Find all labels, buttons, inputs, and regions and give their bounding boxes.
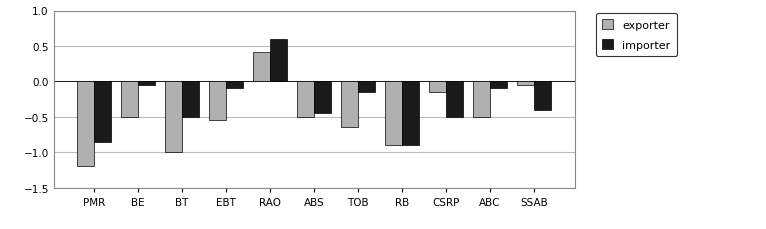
Bar <box>534 82 551 110</box>
Bar <box>342 82 358 128</box>
Bar <box>94 82 111 142</box>
Bar <box>517 82 534 85</box>
Bar <box>270 40 286 82</box>
Bar <box>490 82 507 89</box>
Bar <box>254 52 270 82</box>
Bar <box>121 82 138 117</box>
Bar <box>358 82 375 93</box>
Bar <box>226 82 243 89</box>
Bar <box>209 82 226 121</box>
Bar <box>297 82 314 117</box>
Bar <box>165 82 182 153</box>
Bar <box>430 82 446 93</box>
Bar <box>182 82 198 117</box>
Bar <box>138 82 155 85</box>
Bar <box>473 82 490 117</box>
Bar <box>446 82 463 117</box>
Bar <box>314 82 331 114</box>
Bar <box>77 82 94 167</box>
Legend: exporter, importer: exporter, importer <box>596 14 677 57</box>
Bar <box>385 82 402 145</box>
Bar <box>402 82 419 145</box>
